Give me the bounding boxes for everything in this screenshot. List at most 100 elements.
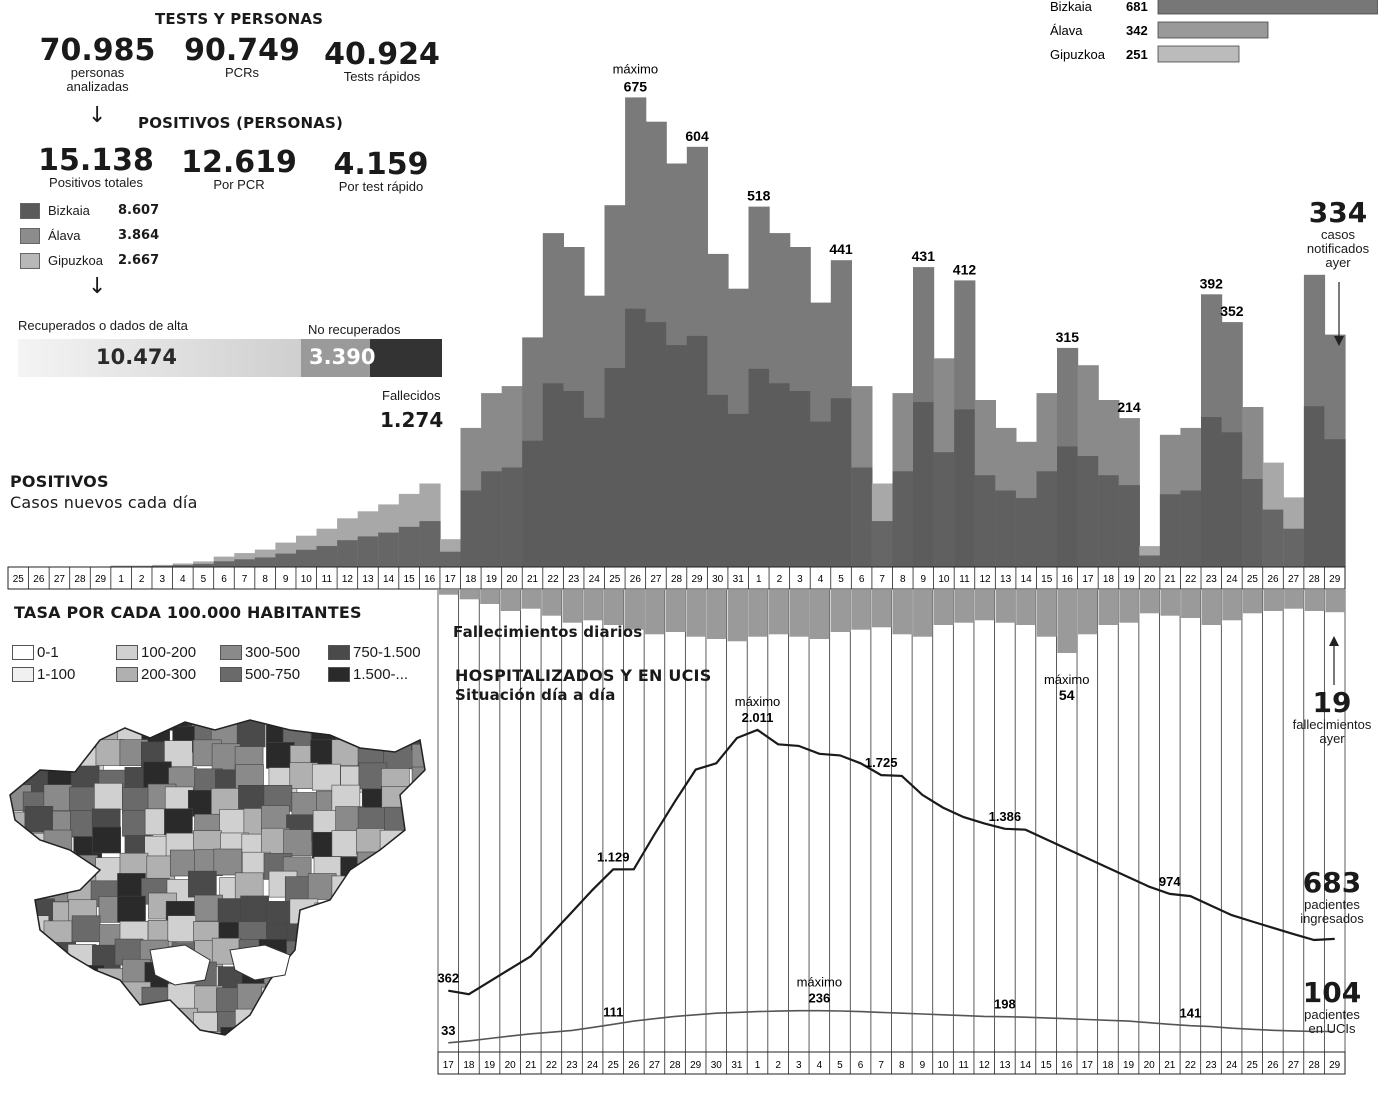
positivos-bar-segment [913,402,935,567]
date-tick-label: 24 [1226,574,1238,585]
top-province-value: 681 [1126,0,1148,14]
bottom-tick-label: 24 [1226,1060,1238,1071]
bar-annotation-value: 518 [747,188,771,204]
top-province-bars: Bizkaia 681 Álava 342 Gipuzkoa 251 [1048,0,1379,64]
positivos-total-value: 15.138 [38,143,154,178]
bar-annotation-value: 441 [829,241,853,257]
legend-item: 1-100 [12,663,108,685]
date-tick-label: 28 [74,574,86,585]
bottom-tick-label: 6 [858,1060,864,1071]
legend-item: 750-1.500 [328,641,421,663]
uci-label: pacientes [1304,1007,1360,1022]
date-tick-label: 29 [1329,574,1341,585]
date-tick-label: 8 [900,574,906,585]
province-list: Bizkaia 8.607 Álava 3.864 Gipuzkoa 2.667 [20,198,180,273]
positivos-pcr-value: 12.619 [181,145,297,180]
casos-callout: 334 casos notificados ayer [1296,198,1380,270]
bar-annotation-value: 352 [1220,303,1244,319]
province-row-bizkaia: Bizkaia 8.607 [20,198,180,223]
date-tick-label: 9 [283,574,289,585]
date-tick-label: 19 [486,574,498,585]
date-tick-label: 30 [712,574,724,585]
positivos-bar-segment [933,452,955,567]
date-tick-label: 3 [159,574,165,585]
legend-item: 1.500-... [328,663,408,685]
fallecimientos-bar [1119,590,1139,623]
casos-value: 334 [1308,196,1368,229]
legend-swatch [220,644,242,660]
positivos-bar-segment [542,383,564,567]
bottom-tick-label: 28 [1309,1060,1321,1071]
fallecimientos-bar [1325,590,1345,613]
line-annotation-value: 1.725 [865,755,898,770]
positivos-bar-segment [398,526,420,567]
map-cell [283,829,312,856]
date-tick-label: 29 [692,574,704,585]
bizkaia-swatch [20,202,40,219]
bar-annotation-value: 431 [912,248,936,264]
fallecimientos-bar [439,590,459,595]
date-tick-label: 28 [1309,574,1321,585]
map-cell [307,873,337,900]
fallecimientos-bar [768,590,789,635]
positivos-bar-segment [810,421,832,567]
date-tick-label: 16 [1062,574,1074,585]
fallecimientos-bar [665,590,686,632]
map-cell [164,808,193,836]
positivos-bar-segment [213,561,235,567]
positivos-bar-segment [1201,417,1223,567]
bar-annotation-value: 392 [1200,275,1224,291]
map-cell [219,809,248,836]
positivos-bar-segment [316,546,338,567]
line-annotation-value: 111 [603,1004,623,1019]
bottom-tick-label: 20 [505,1060,517,1071]
line-annotation-value: 1.386 [989,809,1022,824]
bottom-tick-label: 25 [1247,1060,1259,1071]
line-annotation-value: 198 [994,997,1016,1012]
date-tick-label: 28 [671,574,683,585]
positivos-bar-segment [481,471,503,567]
positivos-total-block: 15.138 Positivos totales [30,146,162,190]
positivos-bar-segment [1159,494,1182,567]
province-row-gipuzkoa: Gipuzkoa 2.667 [20,248,180,273]
positivos-bar-segment [769,383,791,567]
map-cell [234,872,264,900]
positivos-rapid-value: 4.159 [333,147,429,182]
positivos-bar-segment [1077,456,1099,567]
top-province-bar [1157,45,1240,63]
fallecimientos-bar [913,590,933,637]
date-tick-label: 26 [630,574,642,585]
pac-callout: 683 pacientes ingresados [1284,868,1380,926]
legend-swatch [116,644,138,660]
positivos-bar-segment [625,308,647,567]
positivos-bars [110,97,1346,568]
fallec-label-2: ayer [1319,731,1345,746]
rapid-block: 40.924 Tests rápidos [318,40,446,84]
rapid-label: Tests rápidos [343,69,421,84]
bottom-tick-label: 30 [711,1060,723,1071]
bar-annotation-value: 675 [624,78,648,94]
positivos-bar-segment [707,394,729,567]
date-tick-label: 27 [650,574,662,585]
personas-label-2: analizadas [66,79,129,94]
positivos-bar-segment [193,563,215,567]
fallecimientos-bar [954,590,974,623]
rapid-value: 40.924 [324,37,440,72]
legend-label: 0-1 [37,643,59,661]
bottom-tick-label: 24 [587,1060,599,1071]
positivos-bar-segment [1180,490,1202,567]
uci-callout: 104 pacientes en UCIs [1284,978,1380,1036]
personas-block: 70.985 personas analizadas [30,36,165,94]
fallecimientos-bar [1078,590,1098,635]
map-cell [213,848,243,876]
positivos-bar-segment [1242,479,1264,567]
positivos-bar-segment [563,391,585,567]
bottom-tick-label: 26 [628,1060,640,1071]
fallecimientos-bar [995,590,1016,623]
date-tick-label: 11 [959,574,970,585]
legend-item: 300-500 [220,641,320,663]
bottom-tick-label: 18 [463,1060,475,1071]
uci-label-2: en UCIs [1308,1021,1356,1036]
legend-swatch [116,666,138,682]
not-recovered-value: 3.390 [309,345,376,369]
